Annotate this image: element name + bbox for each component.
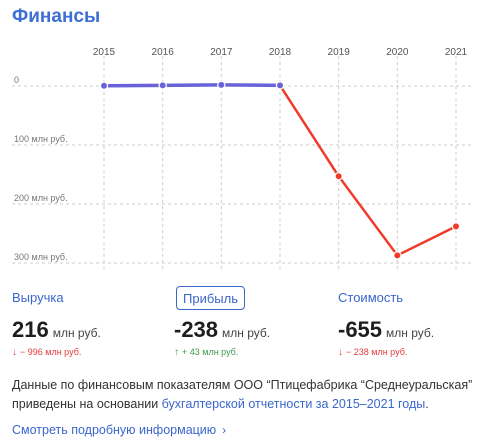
metric-value[interactable]: Стоимость -655 млн руб. ↓ − 238 млн руб. <box>338 286 482 358</box>
finance-line-chart: 2015 2016 2017 2018 2019 2020 2021 0 100 млн руб… <box>12 47 474 270</box>
section-title: Финансы <box>12 6 101 27</box>
metric-value-change: ↓ − 238 млн руб. <box>338 347 482 358</box>
arrow-up-icon: ↑ <box>174 347 179 358</box>
series-segment <box>337 175 399 257</box>
metric-profit-change-value: + 43 млн руб. <box>182 347 239 357</box>
metric-profit-value-row: -238 млн руб. <box>174 317 334 343</box>
series-segment <box>160 83 224 88</box>
y-tick-label: 300 млн руб. <box>14 252 68 262</box>
more-info-label[interactable]: Смотреть подробную информацию <box>12 423 217 437</box>
metric-revenue-change: ↓ − 996 млн руб. <box>12 347 172 358</box>
metric-profit-change: ↑ + 43 млн руб. <box>174 347 334 358</box>
finance-chart: 2015 2016 2017 2018 2019 2020 2021 0 100 млн руб… <box>0 38 482 274</box>
arrow-down-icon: ↓ <box>338 347 343 358</box>
metric-profit[interactable]: Прибыль -238 млн руб. ↑ + 43 млн руб. <box>174 286 334 358</box>
x-tick-label: 2020 <box>386 47 409 58</box>
y-tick-label: 200 млн руб. <box>14 193 68 203</box>
metric-revenue-value: 216 <box>12 317 49 342</box>
metrics-row: Выручка 216 млн руб. ↓ − 996 млн руб. Приб… <box>0 286 482 366</box>
x-tick-label: 2015 <box>93 47 116 58</box>
metric-value-unit: млн руб. <box>386 326 435 340</box>
chevron-right-icon: › <box>222 423 227 437</box>
metric-revenue-unit: млн руб. <box>52 326 101 340</box>
series-segment <box>219 83 282 88</box>
data-point <box>217 80 226 90</box>
metric-value-label[interactable]: Стоимость <box>338 290 404 305</box>
x-tick-label: 2019 <box>328 47 351 58</box>
x-tick-label: 2016 <box>152 47 175 58</box>
metric-revenue-change-value: − 996 млн руб. <box>20 347 82 357</box>
y-tick-label: 100 млн руб. <box>14 134 68 144</box>
metric-profit-unit: млн руб. <box>222 326 271 340</box>
series-segment <box>396 225 458 257</box>
metric-value-value: -655 <box>338 317 383 342</box>
x-tick-label: 2017 <box>210 47 233 58</box>
description-text: Данные по финансовым показателям ООО “Пт… <box>12 378 473 411</box>
metric-revenue-label[interactable]: Выручка <box>12 290 64 305</box>
x-tick-label: 2021 <box>445 47 468 58</box>
data-point <box>393 251 402 260</box>
x-tick-label: 2018 <box>269 47 292 58</box>
data-point <box>99 81 109 90</box>
metric-profit-label[interactable]: Прибыль <box>176 286 245 310</box>
more-info-link[interactable]: Смотреть подробную информацию › <box>12 423 226 437</box>
metric-profit-value: -238 <box>174 317 219 342</box>
arrow-down-icon: ↓ <box>12 347 17 358</box>
data-point <box>275 81 285 90</box>
metric-revenue[interactable]: Выручка 216 млн руб. ↓ − 996 млн руб. <box>12 286 172 358</box>
description-tail: . <box>425 397 429 411</box>
metric-value-value-row: -655 млн руб. <box>338 317 482 343</box>
metric-revenue-value-row: 216 млн руб. <box>12 317 172 343</box>
metric-value-change-value: − 238 млн руб. <box>346 347 408 357</box>
data-point <box>158 81 167 90</box>
data-point <box>334 172 343 181</box>
data-point <box>451 222 461 231</box>
data-source-description: Данные по финансовым показателям ООО “Пт… <box>12 376 474 414</box>
accounting-reports-link[interactable]: бухгалтерской отчетности за 2015–2021 го… <box>161 397 426 411</box>
series-segment <box>278 84 340 178</box>
y-tick-label: 0 <box>14 75 19 85</box>
